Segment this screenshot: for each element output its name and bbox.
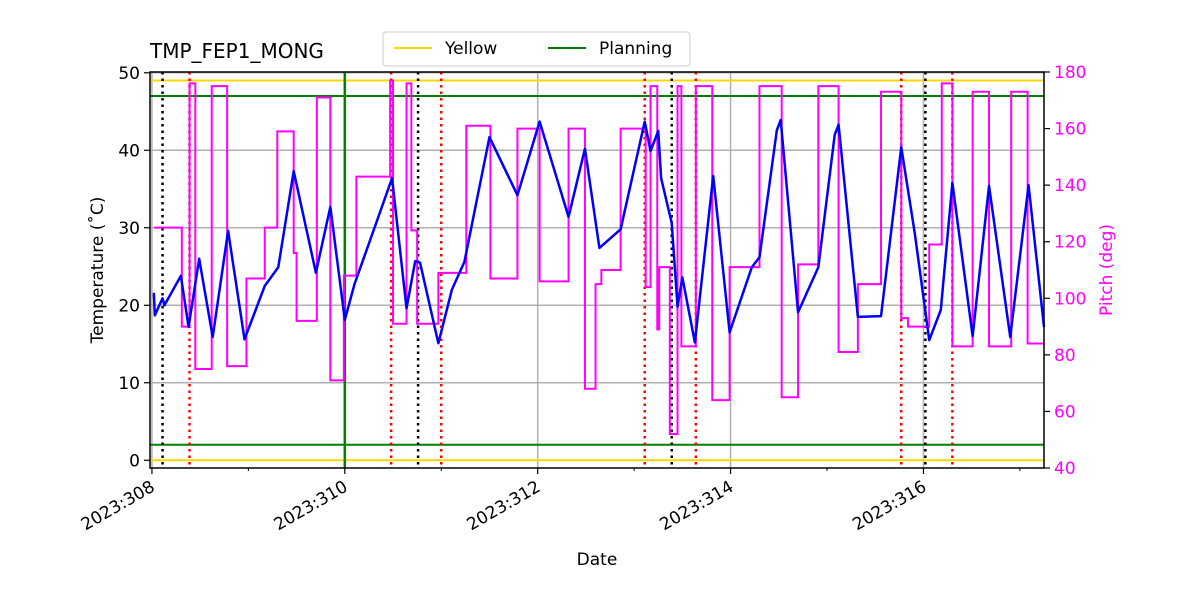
limit-lines <box>150 79 1044 462</box>
y2-tick-label: 120 <box>1054 233 1086 253</box>
y-tick-label: 20 <box>118 296 140 316</box>
legend: Yellow Planning <box>382 31 691 67</box>
chart-title: TMP_FEP1_MONG <box>149 39 324 63</box>
y-tick-label: 50 <box>118 64 140 84</box>
y-tick-label: 0 <box>129 451 140 471</box>
y2-tick-label: 160 <box>1054 120 1086 140</box>
legend-planning-label: Planning <box>599 39 672 59</box>
y-tick-label: 10 <box>118 374 140 394</box>
y-axis-label: Temperature (˚C) <box>87 197 108 345</box>
legend-yellow-label: Yellow <box>444 39 497 59</box>
y2-tick-label: 140 <box>1054 176 1086 196</box>
y2-axis-label: Pitch (deg) <box>1097 224 1117 316</box>
y2-tick-label: 100 <box>1054 289 1086 309</box>
y2-tick-label: 180 <box>1054 63 1086 83</box>
y-tick-label: 40 <box>118 141 140 161</box>
plot-frame <box>149 71 1045 469</box>
grid <box>150 72 1044 468</box>
y-tick-label: 30 <box>118 219 140 239</box>
legend-box <box>382 31 691 67</box>
temperature-series-line <box>152 118 1046 345</box>
y2-tick-label: 60 <box>1054 402 1076 422</box>
x-axis-label: Date <box>577 550 618 570</box>
pitch-series-line <box>153 79 1044 436</box>
series <box>152 79 1046 436</box>
y2-tick-label: 40 <box>1054 459 1076 479</box>
y2-tick-label: 80 <box>1054 346 1076 366</box>
